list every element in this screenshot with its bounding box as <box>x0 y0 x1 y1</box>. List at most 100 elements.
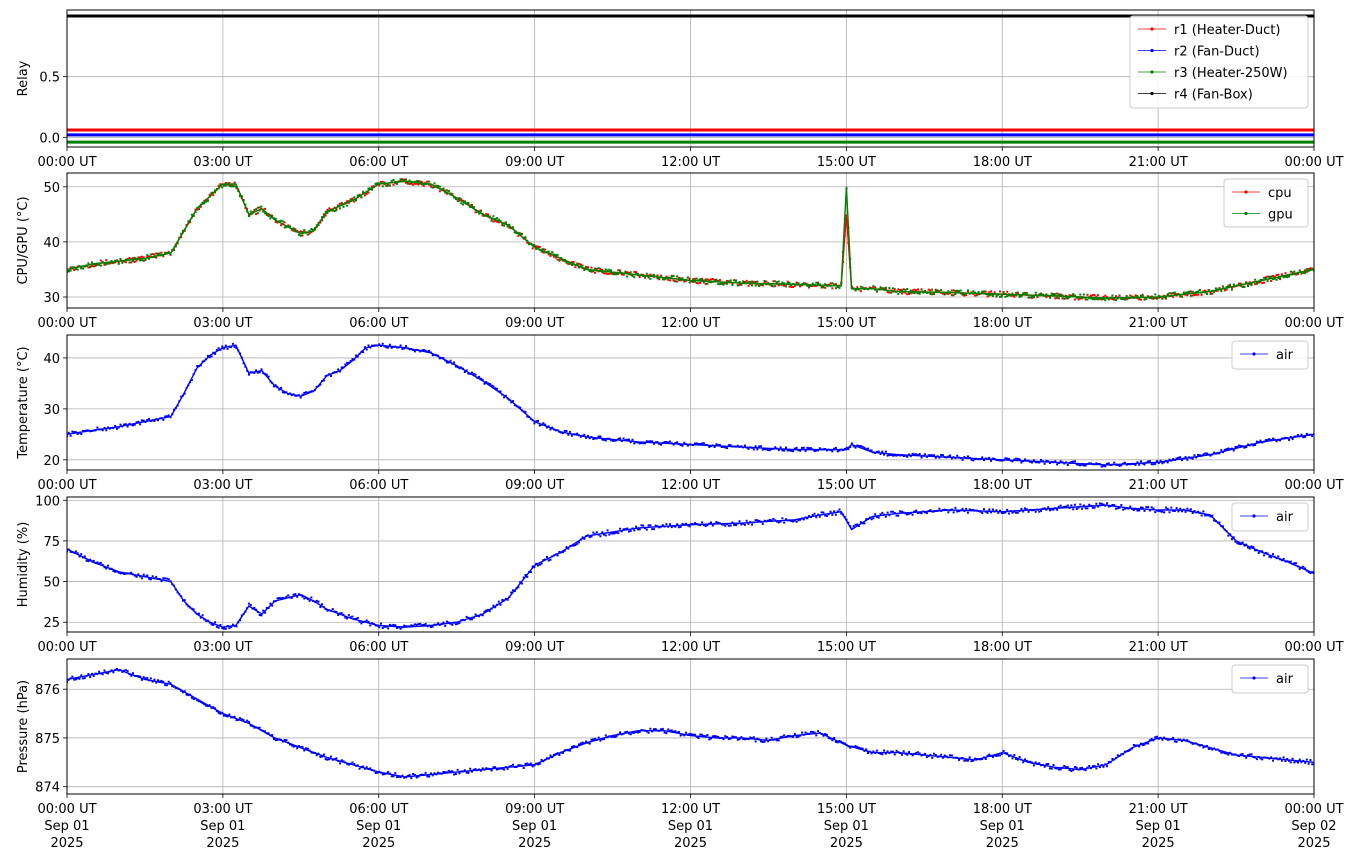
x-tick-label: 21:00 UT <box>1129 640 1188 655</box>
legend-swatch-marker <box>1252 676 1256 680</box>
x-tick-label: 18:00 UT <box>973 640 1032 655</box>
x-tick-label: 00:00 UT <box>1284 640 1343 655</box>
series-group <box>67 14 1314 144</box>
x-tick-line: 00:00 UT <box>1284 802 1343 817</box>
legend-label: cpu <box>1268 186 1292 201</box>
legend-box <box>1231 664 1309 694</box>
legend-label: r1 (Heater-Duct) <box>1174 23 1280 38</box>
x-tick-label: 18:00 UT Sep 01 2025 <box>973 802 1032 851</box>
x-tick-label: 12:00 UT <box>661 478 720 493</box>
x-tick-label: 00:00 UT <box>37 478 96 493</box>
x-tick-label: 21:00 UT <box>1129 155 1188 170</box>
y-tick-label: 100 <box>35 494 60 509</box>
y-tick-label: 20 <box>43 454 60 469</box>
x-tick-label: 21:00 UT <box>1129 316 1188 331</box>
series-markers-1 <box>67 342 1314 468</box>
series-group <box>67 667 1314 780</box>
x-tick-line: 2025 <box>206 836 239 851</box>
x-tick-label: 06:00 UT <box>349 155 408 170</box>
chart-panel-4: 25 50 75 100 Humidity (%) 00:00 UT 03:00 UT 06:… <box>16 494 1344 655</box>
y-tick-label: 876 <box>35 683 60 698</box>
x-tick-label: 06:00 UT Sep 01 2025 <box>349 802 408 851</box>
chart-panel-5: 874 875 876 Pressure (hPa) 00:00 UT Sep 01 202… <box>16 658 1344 851</box>
series-group <box>67 502 1314 630</box>
y-axis-label: Temperature (°C) <box>16 346 31 459</box>
x-tick-label: 00:00 UT <box>37 155 96 170</box>
x-tick-line: 21:00 UT <box>1129 802 1188 817</box>
axes-frame <box>66 334 1315 471</box>
series-group <box>67 178 1314 302</box>
series-line-2 <box>67 180 1314 299</box>
x-tick-label: 09:00 UT <box>505 478 564 493</box>
x-tick-label: 15:00 UT <box>817 478 876 493</box>
x-tick-label: 21:00 UT Sep 01 2025 <box>1129 802 1188 851</box>
y-tick-label: 874 <box>35 781 60 796</box>
legend-swatch-marker <box>1244 211 1248 216</box>
legend-box <box>1231 502 1309 532</box>
series-line-1 <box>67 344 1314 466</box>
axes-frame <box>66 172 1315 309</box>
series-markers-1 <box>67 502 1314 630</box>
x-tick-line: 2025 <box>362 836 395 851</box>
x-tick-label: 09:00 UT <box>505 155 564 170</box>
x-tick-label: 00:00 UT <box>1284 478 1343 493</box>
x-tick-label: 18:00 UT <box>973 478 1032 493</box>
axes-frame <box>66 9 1315 148</box>
x-tick-label: 12:00 UT <box>661 640 720 655</box>
x-tick-line: 2025 <box>674 836 707 851</box>
x-tick-line: 2025 <box>518 836 551 851</box>
x-tick-line: 2025 <box>50 836 83 851</box>
chart-panel-2: 30 40 50 CPU/GPU (°C) 00:00 UT 03:00 UT 06:00 … <box>16 172 1344 331</box>
x-tick-line: Sep 01 <box>200 819 245 834</box>
x-tick-label: 03:00 UT <box>193 155 252 170</box>
x-tick-label: 21:00 UT <box>1129 478 1188 493</box>
legend-swatch-marker <box>1244 190 1248 194</box>
x-tick-label: 00:00 UT Sep 02 2025 <box>1284 802 1343 851</box>
x-tick-line: Sep 01 <box>668 819 713 834</box>
axes-frame <box>66 658 1315 795</box>
legend-label: air <box>1276 672 1294 687</box>
x-tick-line: 03:00 UT <box>193 802 252 817</box>
x-tick-label: 15:00 UT <box>817 640 876 655</box>
x-tick-label: 03:00 UT <box>193 316 252 331</box>
x-tick-line: 12:00 UT <box>661 802 720 817</box>
x-tick-label: 00:00 UT <box>37 640 96 655</box>
x-tick-label: 06:00 UT <box>349 478 408 493</box>
legend: air <box>1231 502 1309 532</box>
x-tick-label: 12:00 UT Sep 01 2025 <box>661 802 720 851</box>
x-tick-line: Sep 01 <box>44 819 89 834</box>
legend-box <box>1231 340 1309 370</box>
x-tick-line: Sep 02 <box>1291 819 1336 834</box>
y-tick-label: 75 <box>43 535 60 550</box>
x-tick-label: 15:00 UT <box>817 316 876 331</box>
y-tick-label: 875 <box>35 732 60 747</box>
y-axis-label: CPU/GPU (°C) <box>16 196 31 284</box>
y-tick-label: 30 <box>43 291 60 306</box>
legend-label: r2 (Fan-Duct) <box>1174 45 1260 60</box>
x-tick-line: Sep 01 <box>512 819 557 834</box>
legend-box <box>1223 178 1309 228</box>
x-tick-line: 2025 <box>986 836 1019 851</box>
legend-swatch-marker <box>1252 514 1256 518</box>
axes-frame <box>66 496 1315 633</box>
x-tick-line: Sep 01 <box>356 819 401 834</box>
y-tick-label: 50 <box>43 576 60 591</box>
x-tick-label: 09:00 UT <box>505 640 564 655</box>
x-tick-label: 12:00 UT <box>661 155 720 170</box>
x-tick-label: 00:00 UT <box>1284 316 1343 331</box>
y-tick-label: 40 <box>43 236 60 251</box>
legend-swatch-marker <box>1150 91 1154 96</box>
x-tick-label: 15:00 UT <box>817 155 876 170</box>
x-tick-line: Sep 01 <box>824 819 869 834</box>
series-markers-2 <box>67 178 1314 302</box>
x-tick-label: 00:00 UT Sep 01 2025 <box>37 802 96 851</box>
x-tick-line: 2025 <box>830 836 863 851</box>
x-tick-label: 09:00 UT Sep 01 2025 <box>505 802 564 851</box>
x-tick-line: Sep 01 <box>1136 819 1181 834</box>
x-tick-line: 15:00 UT <box>817 802 876 817</box>
x-tick-line: 18:00 UT <box>973 802 1032 817</box>
x-tick-label: 15:00 UT Sep 01 2025 <box>817 802 876 851</box>
legend-swatch-marker <box>1150 27 1154 31</box>
legend-label: r4 (Fan-Box) <box>1174 88 1253 103</box>
